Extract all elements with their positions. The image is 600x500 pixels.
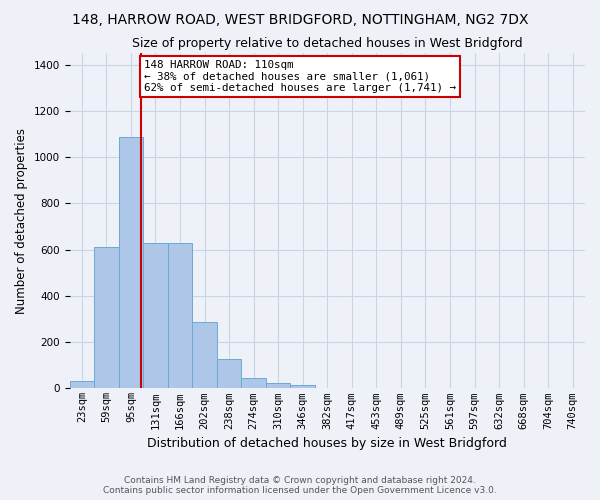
Bar xyxy=(192,322,217,388)
Bar xyxy=(266,382,290,388)
Bar xyxy=(217,360,241,388)
Bar xyxy=(119,138,143,388)
Bar xyxy=(168,242,192,388)
Text: Contains HM Land Registry data © Crown copyright and database right 2024.
Contai: Contains HM Land Registry data © Crown c… xyxy=(103,476,497,495)
Bar xyxy=(94,246,119,388)
Y-axis label: Number of detached properties: Number of detached properties xyxy=(15,128,28,314)
X-axis label: Distribution of detached houses by size in West Bridgford: Distribution of detached houses by size … xyxy=(148,437,507,450)
Text: 148 HARROW ROAD: 110sqm
← 38% of detached houses are smaller (1,061)
62% of semi: 148 HARROW ROAD: 110sqm ← 38% of detache… xyxy=(144,60,456,93)
Bar xyxy=(241,378,266,388)
Bar xyxy=(143,242,168,388)
Bar xyxy=(290,385,315,388)
Bar xyxy=(70,381,94,388)
Title: Size of property relative to detached houses in West Bridgford: Size of property relative to detached ho… xyxy=(132,38,523,51)
Text: 148, HARROW ROAD, WEST BRIDGFORD, NOTTINGHAM, NG2 7DX: 148, HARROW ROAD, WEST BRIDGFORD, NOTTIN… xyxy=(72,12,528,26)
